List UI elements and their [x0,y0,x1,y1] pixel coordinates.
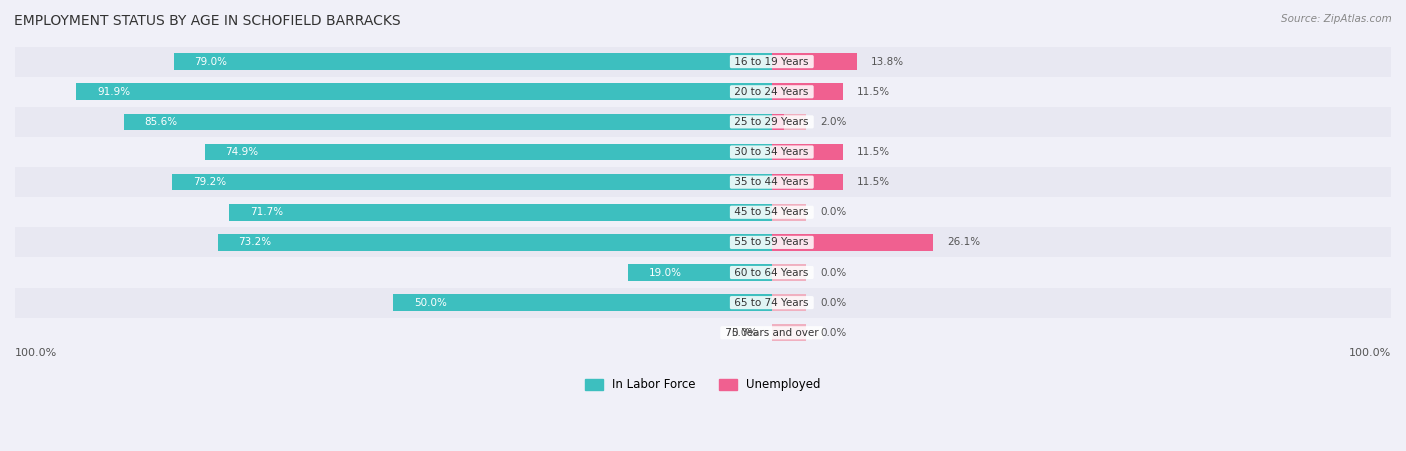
Bar [15,258,1391,288]
Bar [15,167,1391,197]
Bar [15,107,1391,137]
Text: 55 to 59 Years: 55 to 59 Years [731,237,813,248]
Bar [772,234,934,251]
Text: 11.5%: 11.5% [856,147,890,157]
Text: 26.1%: 26.1% [948,237,980,248]
Text: 85.6%: 85.6% [145,117,177,127]
Text: 73.2%: 73.2% [239,237,271,248]
Text: 25 to 29 Years: 25 to 29 Years [731,117,813,127]
Text: 71.7%: 71.7% [250,207,283,217]
Bar [15,77,1391,107]
Text: 79.2%: 79.2% [193,177,226,187]
Text: 19.0%: 19.0% [648,267,682,277]
Text: 20 to 24 Years: 20 to 24 Years [731,87,813,97]
Bar [772,264,806,281]
Bar [229,204,772,221]
Bar [394,295,772,311]
Text: 45 to 54 Years: 45 to 54 Years [731,207,813,217]
Text: 75 Years and over: 75 Years and over [721,328,821,338]
Text: 50.0%: 50.0% [413,298,447,308]
Bar [772,174,844,190]
Bar [218,234,772,251]
Bar [772,174,844,190]
Text: 60 to 64 Years: 60 to 64 Years [731,267,813,277]
Bar [174,53,772,70]
Bar [15,318,1391,348]
Bar [173,174,772,190]
Bar [15,288,1391,318]
Bar [772,204,806,221]
Bar [772,234,934,251]
Bar [772,114,806,130]
Bar [205,144,772,160]
Text: 2.0%: 2.0% [820,117,846,127]
Text: 0.0%: 0.0% [820,207,846,217]
Text: 0.0%: 0.0% [820,298,846,308]
Text: 100.0%: 100.0% [15,348,58,358]
Text: 79.0%: 79.0% [194,57,228,67]
Bar [772,144,844,160]
Text: 100.0%: 100.0% [1348,348,1391,358]
Text: 0.0%: 0.0% [820,328,846,338]
Bar [15,227,1391,258]
Text: 16 to 19 Years: 16 to 19 Years [731,57,813,67]
Text: 30 to 34 Years: 30 to 34 Years [731,147,813,157]
Text: 0.0%: 0.0% [820,267,846,277]
Bar [15,46,1391,77]
Bar [772,83,844,100]
Bar [15,197,1391,227]
Text: 11.5%: 11.5% [856,87,890,97]
Text: 74.9%: 74.9% [225,147,259,157]
Text: 35 to 44 Years: 35 to 44 Years [731,177,813,187]
Text: 13.8%: 13.8% [870,57,904,67]
Bar [772,324,806,341]
Text: 0.0%: 0.0% [731,328,758,338]
Bar [772,83,844,100]
Bar [772,53,858,70]
Bar [772,114,785,130]
Bar [124,114,772,130]
Bar [15,137,1391,167]
Text: 65 to 74 Years: 65 to 74 Years [731,298,813,308]
Bar [772,295,806,311]
Text: 91.9%: 91.9% [97,87,131,97]
Text: Source: ZipAtlas.com: Source: ZipAtlas.com [1281,14,1392,23]
Text: 11.5%: 11.5% [856,177,890,187]
Bar [76,83,772,100]
Legend: In Labor Force, Unemployed: In Labor Force, Unemployed [581,374,825,396]
Bar [772,144,844,160]
Text: EMPLOYMENT STATUS BY AGE IN SCHOFIELD BARRACKS: EMPLOYMENT STATUS BY AGE IN SCHOFIELD BA… [14,14,401,28]
Bar [772,53,858,70]
Bar [628,264,772,281]
